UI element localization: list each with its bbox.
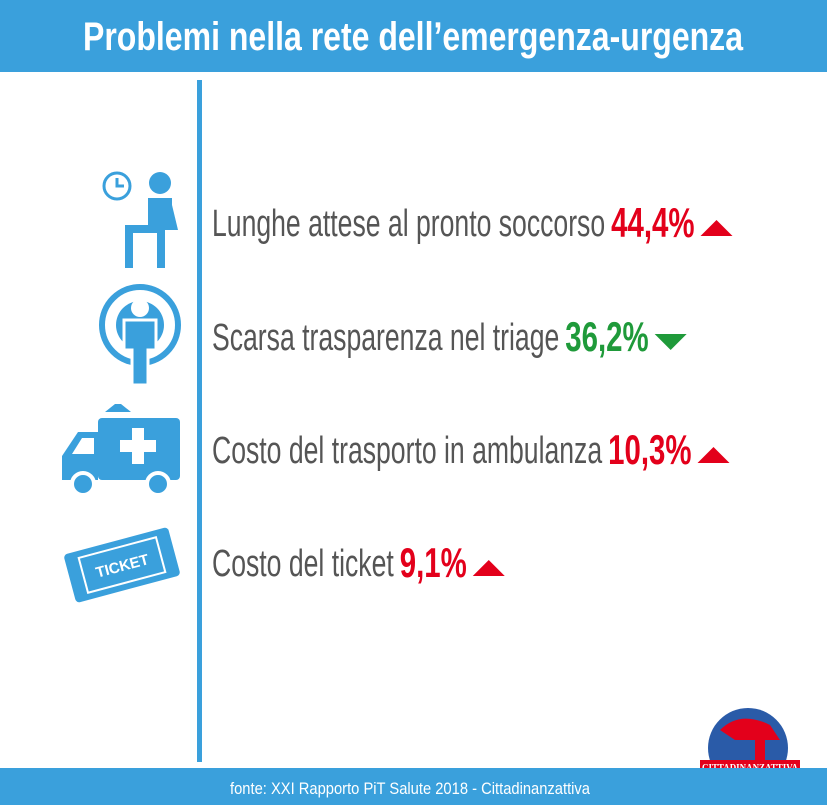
footer-source: fonte: XXI Rapporto PiT Salute 2018 - Ci…: [230, 779, 590, 798]
trend-arrow: [654, 334, 687, 350]
item: Costo del ticket 9,1%: [212, 539, 505, 587]
header-bar: [0, 0, 827, 72]
footer-bar: [0, 768, 827, 805]
item-label: Costo del trasporto in ambulanza: [212, 428, 603, 471]
item-value: 10,3%: [608, 426, 691, 474]
item-label: Lunghe attese al pronto soccorso: [212, 201, 605, 244]
item-value: 9,1%: [400, 539, 467, 587]
trend-arrow: [697, 447, 730, 463]
item: Costo del trasporto in ambulanza 10,3%: [212, 426, 730, 474]
item-label: Costo del ticket: [212, 541, 394, 584]
waiting-icon: [102, 171, 178, 268]
items: Lunghe attese al pronto soccorso 44,4% Sca…: [212, 199, 733, 587]
item-value: 44,4%: [611, 199, 694, 247]
item-label: Scarsa trasparenza nel triage: [212, 315, 559, 358]
title: Problemi nella rete dell’emergenza-urgen…: [83, 15, 744, 59]
item-value: 36,2%: [565, 313, 648, 361]
trend-arrow: [472, 560, 505, 576]
item: Scarsa trasparenza nel triage 36,2%: [212, 313, 687, 361]
ambulance-icon: [62, 404, 180, 497]
ticket-icon: TICKET: [64, 527, 180, 603]
item: Lunghe attese al pronto soccorso 44,4%: [212, 199, 733, 247]
divider: [197, 80, 202, 762]
trend-arrow: [700, 220, 733, 236]
triage-icon: [99, 284, 181, 387]
